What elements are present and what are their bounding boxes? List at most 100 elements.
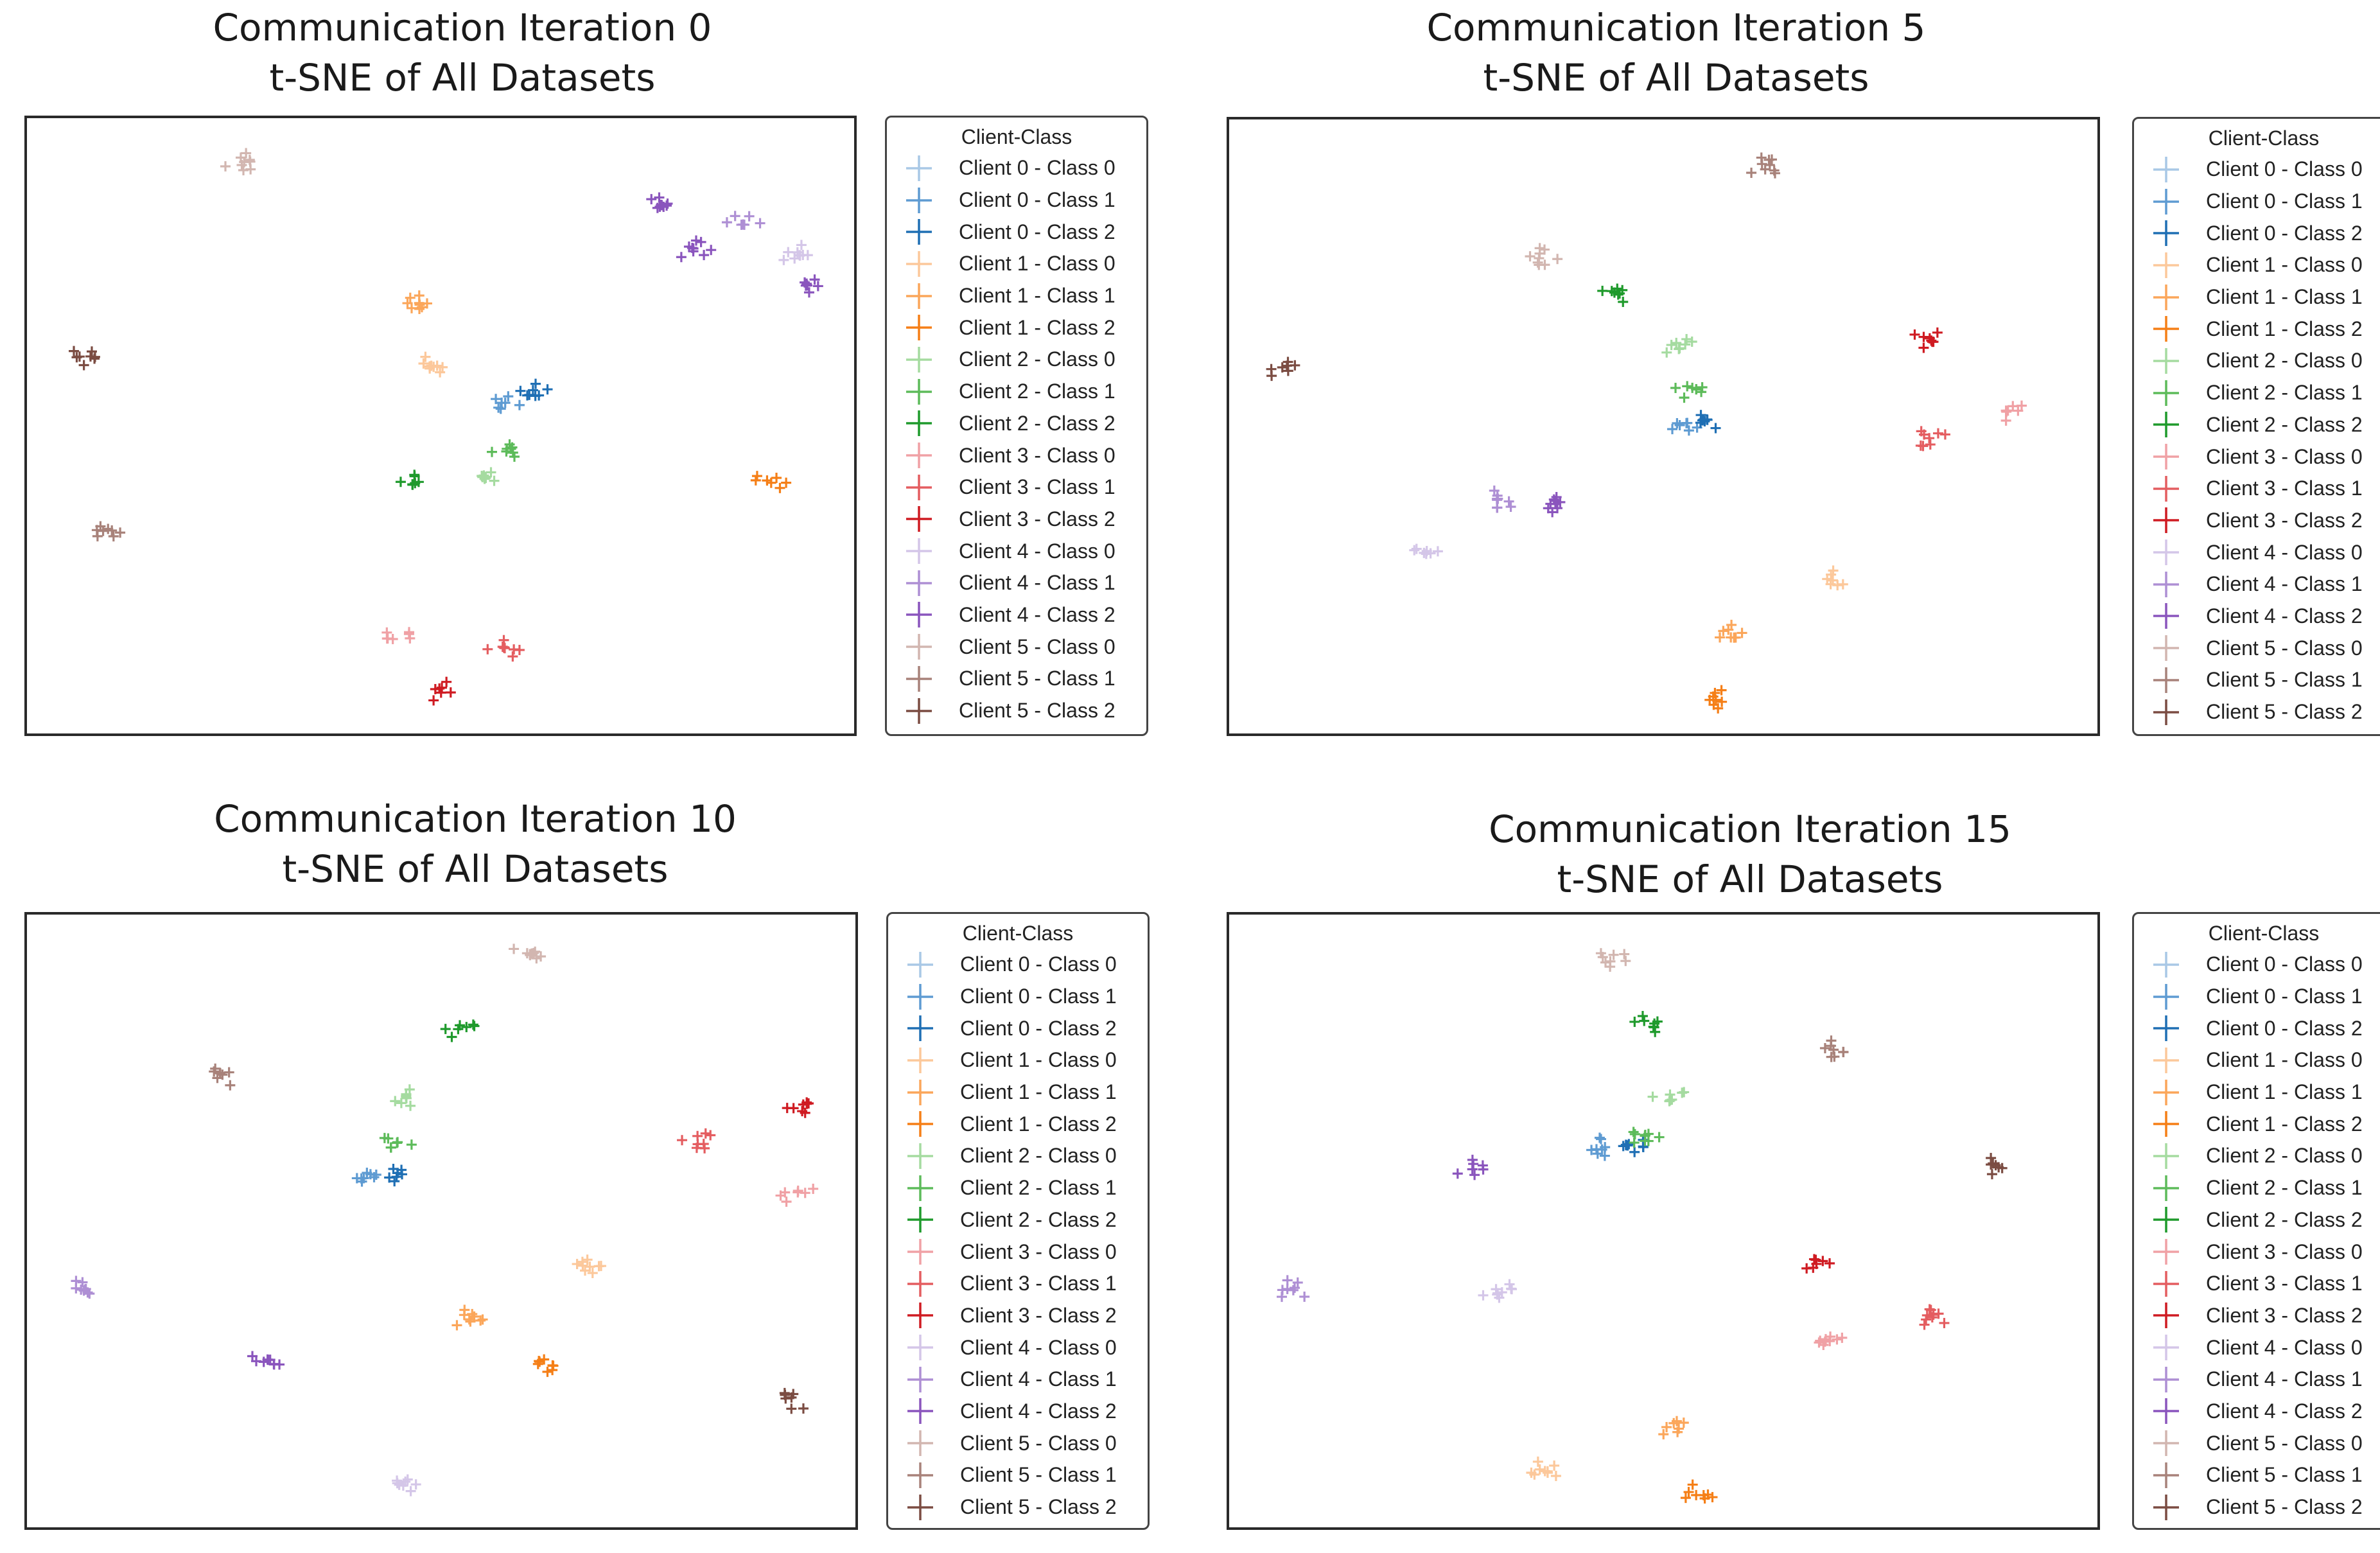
data-point <box>547 1360 558 1371</box>
data-point <box>803 287 814 298</box>
data-point <box>1292 1277 1303 1288</box>
legend-item: Client 5 - Class 0 <box>887 631 1146 663</box>
data-point <box>404 627 415 638</box>
legend-marker <box>907 1143 933 1169</box>
data-point <box>1716 685 1727 696</box>
chart-title: Communication Iteration 10 t-SNE of All D… <box>19 794 931 894</box>
legend-label: Client 4 - Class 1 <box>960 1367 1117 1391</box>
data-point <box>392 1475 403 1486</box>
data-point <box>1539 244 1550 255</box>
data-point <box>1637 1011 1648 1022</box>
plus-marker-icon <box>906 155 932 181</box>
data-point <box>498 635 509 645</box>
legend: Client-Class Client 0 - Class 0 Client 0 -… <box>2132 912 2380 1530</box>
legend-item: Client 2 - Class 2 <box>2134 1204 2380 1236</box>
legend-item: Client 2 - Class 2 <box>888 1204 1148 1236</box>
legend-item: Client 3 - Class 1 <box>2134 1268 2380 1300</box>
legend-marker <box>2153 699 2179 725</box>
legend-item: Client 1 - Class 2 <box>888 1108 1148 1140</box>
legend-label: Client 2 - Class 1 <box>2206 381 2363 405</box>
data-point <box>1687 1479 1698 1490</box>
legend-label: Client 3 - Class 1 <box>2206 1272 2363 1295</box>
data-point <box>786 1403 797 1414</box>
data-point <box>1686 336 1697 347</box>
data-point <box>1619 949 1630 960</box>
data-point <box>1648 1021 1659 1032</box>
plus-marker-icon <box>907 1239 933 1265</box>
data-point <box>530 378 541 389</box>
data-point <box>514 399 525 410</box>
plot-area <box>24 912 858 1530</box>
legend-label: Client 3 - Class 0 <box>2206 1240 2363 1263</box>
plus-marker-icon <box>906 443 932 469</box>
data-point <box>677 1135 688 1146</box>
plus-marker-icon <box>907 1398 933 1425</box>
legend-marker <box>907 1398 933 1425</box>
data-point <box>401 1091 412 1102</box>
legend: Client-Class Client 0 - Class 0 Client 0 -… <box>2132 117 2380 736</box>
data-point <box>391 1171 402 1182</box>
data-point <box>405 292 416 303</box>
data-point <box>1532 257 1543 268</box>
legend-item: Client 2 - Class 1 <box>2134 377 2380 409</box>
data-point <box>781 1196 792 1207</box>
data-point <box>432 360 442 371</box>
legend-marker <box>907 951 933 978</box>
legend-marker <box>2153 1079 2179 1105</box>
data-point <box>1678 1417 1689 1428</box>
legend-label: Client 2 - Class 2 <box>960 1207 1117 1231</box>
plus-marker-icon <box>2153 188 2179 215</box>
data-point <box>1817 1256 1828 1267</box>
legend-marker <box>906 474 932 500</box>
legend-item: Client 5 - Class 1 <box>2134 1459 2380 1491</box>
data-point <box>690 235 701 246</box>
plus-marker-icon <box>2153 1303 2179 1329</box>
legend-marker <box>2153 571 2179 597</box>
legend-marker <box>907 1175 933 1201</box>
legend-item: Client 4 - Class 2 <box>2134 601 2380 633</box>
data-point <box>468 1019 478 1030</box>
data-point <box>241 148 252 159</box>
legend-label: Client 0 - Class 0 <box>959 156 1116 180</box>
legend-item: Client 2 - Class 0 <box>887 344 1146 376</box>
legend-label: Client 5 - Class 1 <box>2206 668 2363 692</box>
data-point <box>1299 1291 1310 1302</box>
data-point <box>1918 342 1929 353</box>
data-point <box>465 1316 476 1327</box>
legend-label: Client 5 - Class 2 <box>2206 1495 2363 1519</box>
legend-label: Client 4 - Class 1 <box>959 571 1116 595</box>
plus-marker-icon <box>2153 1239 2179 1265</box>
data-point <box>478 470 489 481</box>
plus-marker-icon <box>907 1207 933 1233</box>
plus-marker-icon <box>2153 475 2179 502</box>
legend-label: Client 3 - Class 1 <box>959 475 1116 499</box>
legend-label: Client 3 - Class 2 <box>2206 1303 2363 1327</box>
legend-label: Client 2 - Class 0 <box>959 347 1116 371</box>
plus-marker-icon <box>906 634 932 660</box>
legend-marker <box>2153 1462 2179 1488</box>
data-point <box>1713 703 1724 714</box>
data-point <box>467 1308 478 1319</box>
data-point <box>405 1100 416 1111</box>
plus-marker-icon <box>906 346 932 373</box>
legend-label: Client 2 - Class 0 <box>960 1144 1117 1168</box>
data-point <box>1650 1026 1661 1037</box>
legend-item: Client 1 - Class 0 <box>887 248 1146 280</box>
data-point <box>1832 1334 1842 1345</box>
legend-item: Client 0 - Class 1 <box>887 184 1146 216</box>
data-point <box>522 390 533 401</box>
data-point <box>1672 417 1683 428</box>
legend-label: Client 5 - Class 2 <box>2206 700 2363 724</box>
legend-item: Client 5 - Class 2 <box>888 1491 1148 1523</box>
data-point <box>1288 1285 1299 1295</box>
data-point <box>421 298 432 309</box>
plus-marker-icon <box>2153 1494 2179 1520</box>
legend-item: Client 0 - Class 0 <box>887 152 1146 184</box>
data-point <box>705 1130 716 1141</box>
data-point <box>1986 1169 1997 1180</box>
data-point <box>1986 1159 1997 1170</box>
data-point <box>435 367 446 378</box>
legend-marker <box>907 1494 933 1520</box>
legend-label: Client 5 - Class 1 <box>959 667 1116 690</box>
data-point <box>430 683 441 694</box>
